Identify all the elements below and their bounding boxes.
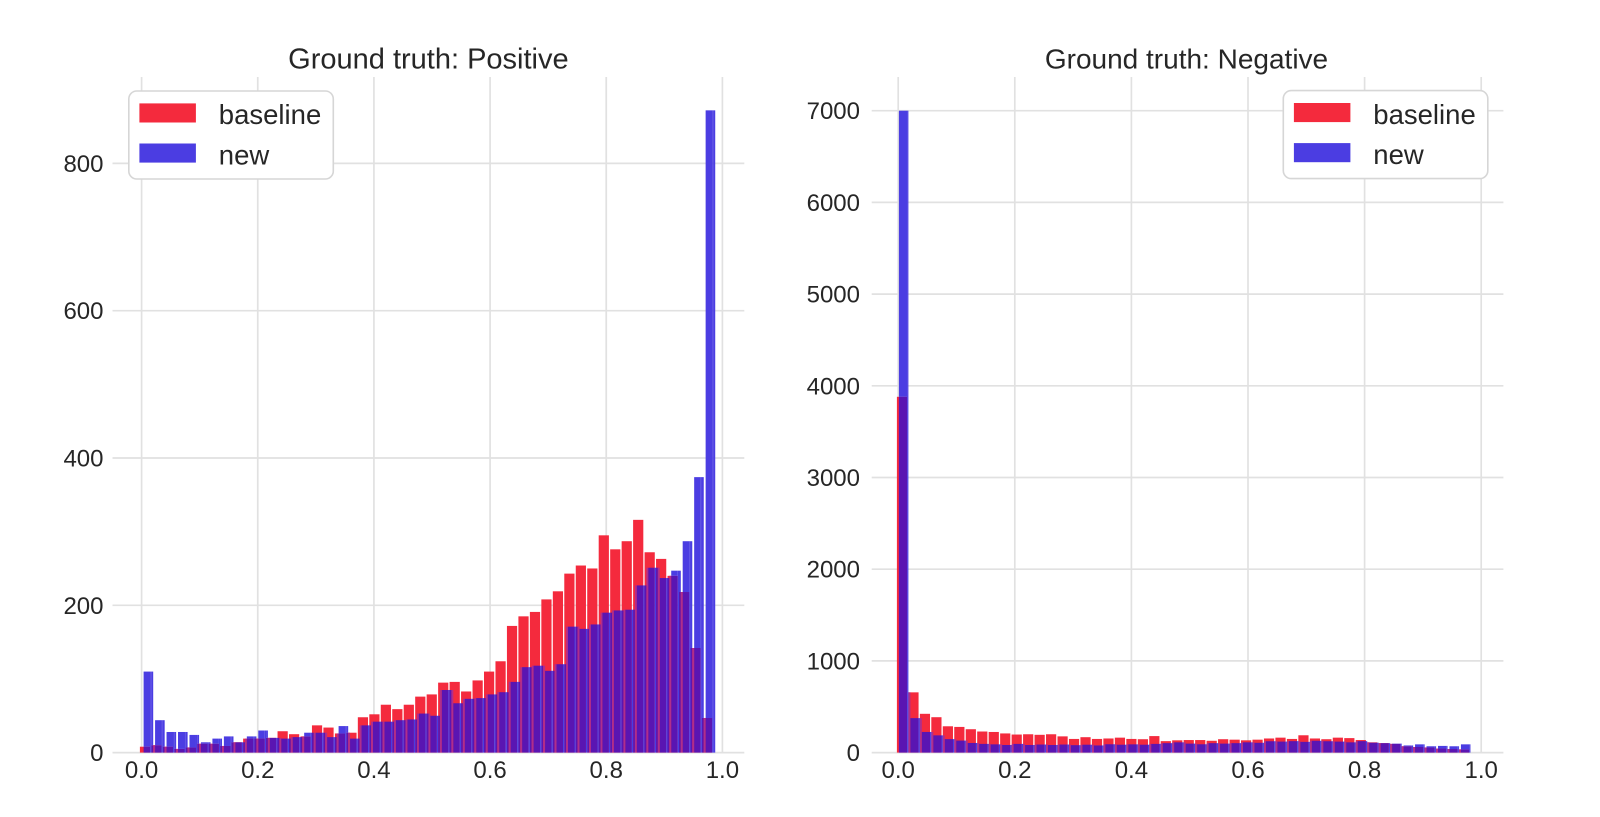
svg-text:1000: 1000 xyxy=(807,648,860,675)
svg-text:600: 600 xyxy=(63,298,103,325)
svg-text:0: 0 xyxy=(847,740,860,767)
svg-text:Ground truth: Positive: Ground truth: Positive xyxy=(288,44,568,76)
svg-text:0.2: 0.2 xyxy=(998,757,1031,784)
svg-text:0.4: 0.4 xyxy=(1115,757,1148,784)
svg-text:1.0: 1.0 xyxy=(706,757,739,784)
svg-text:0.6: 0.6 xyxy=(1231,757,1264,784)
svg-text:0.8: 0.8 xyxy=(1348,757,1381,784)
svg-text:4000: 4000 xyxy=(807,373,860,400)
svg-text:0.8: 0.8 xyxy=(590,757,623,784)
svg-text:0.6: 0.6 xyxy=(473,757,506,784)
svg-text:0: 0 xyxy=(90,740,103,767)
svg-text:6000: 6000 xyxy=(807,190,860,217)
svg-text:Ground truth: Negative: Ground truth: Negative xyxy=(1045,44,1328,75)
svg-text:1.0: 1.0 xyxy=(1465,757,1498,784)
svg-text:new: new xyxy=(1373,139,1424,170)
svg-text:0.0: 0.0 xyxy=(125,757,158,784)
svg-text:baseline: baseline xyxy=(1373,99,1475,130)
svg-text:0.0: 0.0 xyxy=(882,757,915,784)
svg-text:7000: 7000 xyxy=(807,98,860,125)
svg-text:5000: 5000 xyxy=(807,282,860,309)
svg-text:3000: 3000 xyxy=(807,465,860,492)
svg-text:200: 200 xyxy=(63,593,103,620)
svg-text:2000: 2000 xyxy=(807,557,860,584)
svg-text:new: new xyxy=(219,139,270,170)
svg-text:400: 400 xyxy=(63,445,103,472)
svg-text:0.2: 0.2 xyxy=(241,757,274,784)
svg-text:800: 800 xyxy=(63,151,103,178)
svg-text:baseline: baseline xyxy=(219,99,321,130)
svg-text:0.4: 0.4 xyxy=(357,757,390,784)
